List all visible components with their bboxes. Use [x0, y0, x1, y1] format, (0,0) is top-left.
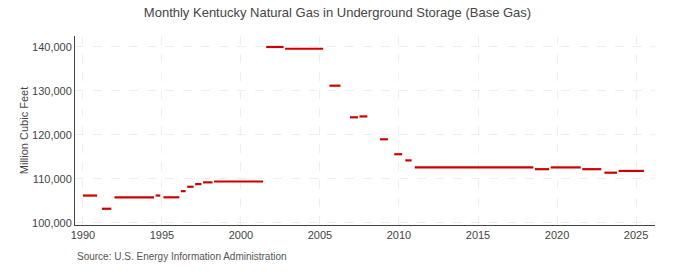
svg-text:2025: 2025 — [624, 229, 648, 241]
svg-text:Million Cubic Feet: Million Cubic Feet — [18, 87, 30, 174]
svg-text:2015: 2015 — [466, 229, 490, 241]
svg-text:Monthly Kentucky Natural Gas i: Monthly Kentucky Natural Gas in Undergro… — [144, 5, 531, 20]
svg-text:2000: 2000 — [229, 229, 253, 241]
svg-text:1995: 1995 — [150, 229, 174, 241]
svg-text:2005: 2005 — [308, 229, 332, 241]
svg-text:1990: 1990 — [71, 229, 95, 241]
svg-text:2010: 2010 — [387, 229, 411, 241]
svg-text:110,000: 110,000 — [33, 173, 72, 185]
svg-text:100,000: 100,000 — [32, 217, 72, 229]
svg-text:140,000: 140,000 — [32, 41, 72, 53]
svg-text:120,000: 120,000 — [32, 129, 72, 141]
svg-text:2020: 2020 — [545, 229, 569, 241]
svg-text:Source: U.S. Energy Informatio: Source: U.S. Energy Information Administ… — [77, 251, 287, 262]
svg-text:130,000: 130,000 — [32, 85, 72, 97]
